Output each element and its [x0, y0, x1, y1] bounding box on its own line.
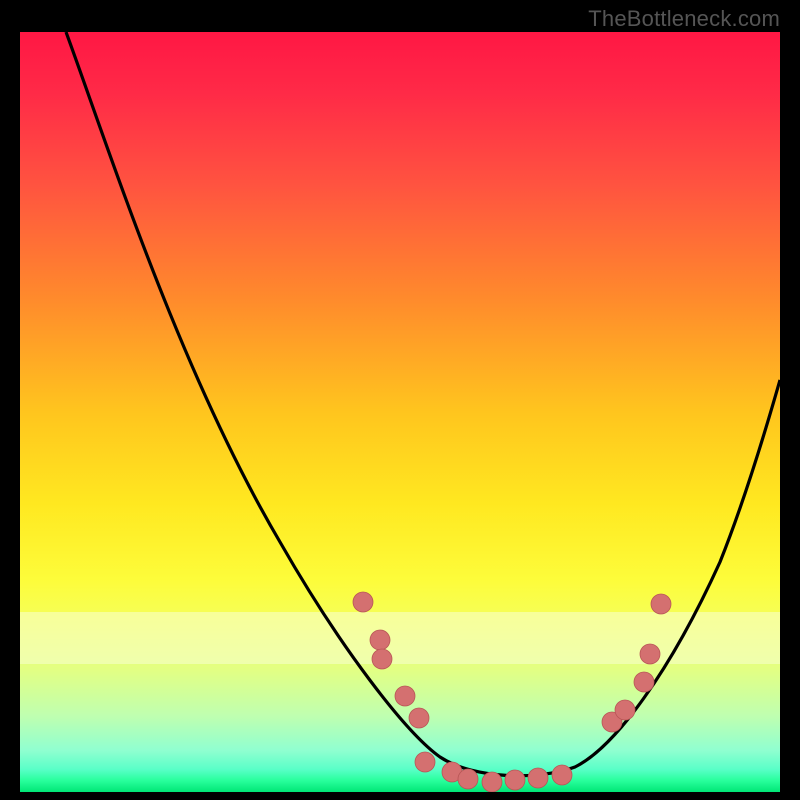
data-marker	[615, 700, 635, 720]
data-marker	[634, 672, 654, 692]
data-marker	[482, 772, 502, 792]
highlight-band	[20, 612, 780, 664]
data-marker	[505, 770, 525, 790]
data-marker	[651, 594, 671, 614]
data-marker	[528, 768, 548, 788]
data-marker	[415, 752, 435, 772]
data-marker	[372, 649, 392, 669]
data-marker	[370, 630, 390, 650]
data-marker	[458, 769, 478, 789]
heatmap-background	[20, 32, 780, 792]
watermark-text: TheBottleneck.com	[588, 6, 780, 32]
data-marker	[409, 708, 429, 728]
bottleneck-chart	[20, 32, 780, 792]
data-marker	[640, 644, 660, 664]
data-marker	[395, 686, 415, 706]
data-marker	[353, 592, 373, 612]
data-marker	[552, 765, 572, 785]
